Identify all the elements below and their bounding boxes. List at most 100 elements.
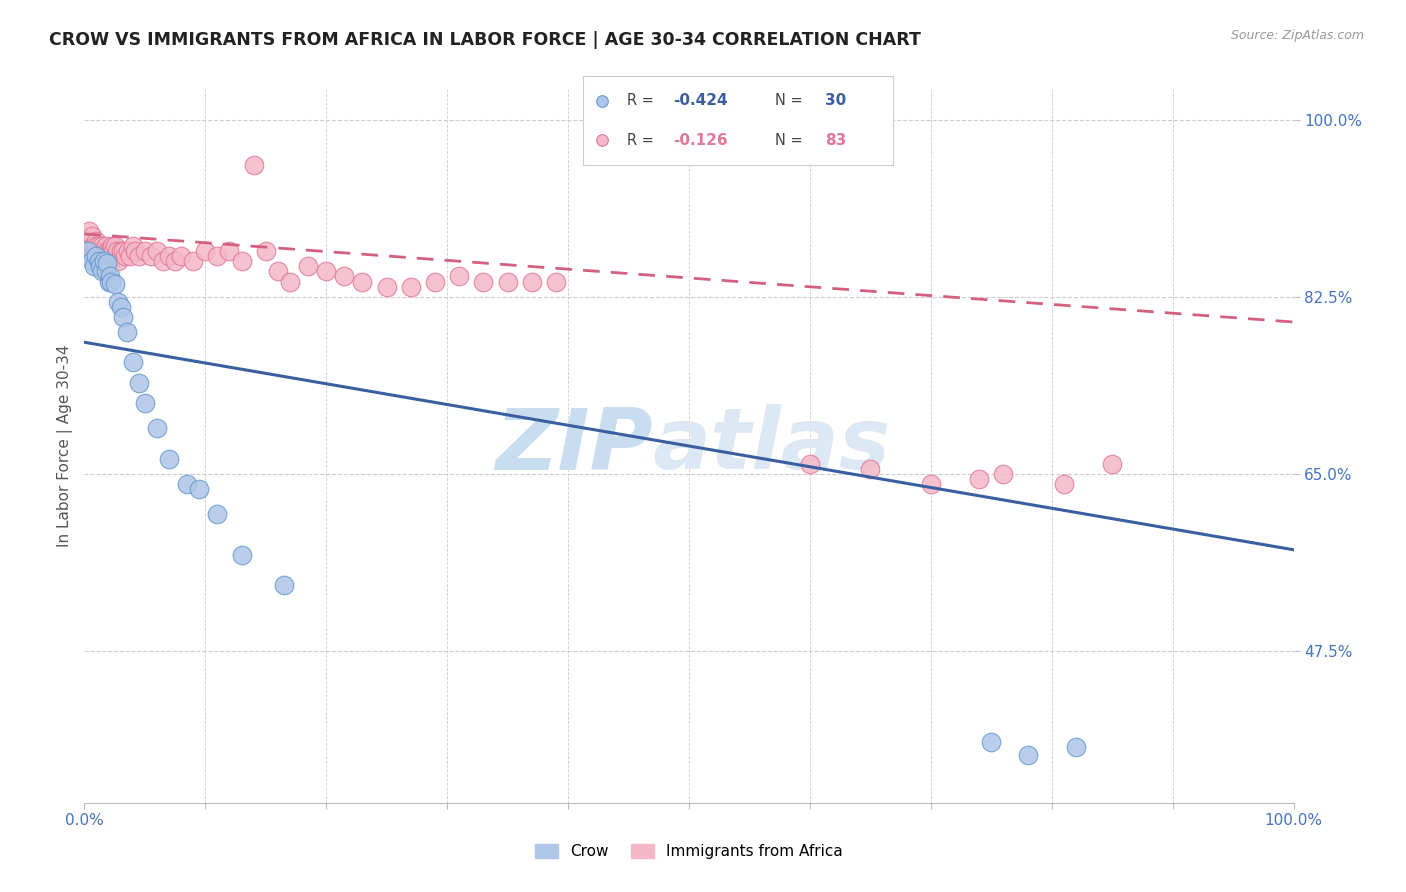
Point (76, 234, 98, 248)
Point (124, 244, 146, 259)
Point (91, 264, 114, 278)
Text: R =: R = (627, 133, 658, 147)
Point (87, 254, 110, 268)
Point (97, 249, 120, 263)
Point (267, 264, 290, 278)
Point (181, 254, 204, 268)
Point (207, 508, 229, 522)
Point (297, 260, 319, 274)
Point (799, 457, 821, 471)
Point (496, 275, 519, 289)
Point (86, 249, 108, 263)
Point (146, 244, 169, 259)
Point (859, 462, 882, 476)
Point (920, 477, 942, 491)
Point (91, 244, 114, 259)
Point (591, 94, 613, 108)
Point (134, 244, 156, 259)
Point (80, 244, 103, 259)
Point (128, 249, 150, 263)
Point (242, 158, 264, 172)
Point (1064, 740, 1087, 755)
Point (146, 421, 169, 435)
Point (1053, 477, 1076, 491)
Point (90, 249, 112, 263)
Point (375, 279, 398, 293)
Point (134, 396, 156, 410)
Text: Source: ZipAtlas.com: Source: ZipAtlas.com (1230, 29, 1364, 42)
Point (472, 275, 495, 289)
Point (86, 234, 108, 248)
Point (121, 355, 143, 369)
Point (315, 264, 337, 278)
Point (1101, 457, 1123, 471)
Text: 83: 83 (825, 133, 846, 147)
Point (100, 254, 122, 268)
Point (103, 244, 125, 259)
Point (980, 735, 1002, 749)
Text: N =: N = (775, 94, 807, 108)
Point (207, 249, 229, 263)
Point (84, 244, 107, 259)
Point (86, 244, 108, 259)
Point (157, 249, 180, 263)
Legend: Crow, Immigrants from Africa: Crow, Immigrants from Africa (534, 845, 844, 859)
Point (110, 244, 132, 259)
Point (218, 244, 240, 259)
Point (170, 249, 193, 263)
Point (96, 256, 118, 270)
Point (423, 275, 446, 289)
Point (152, 254, 174, 268)
Point (96, 244, 118, 259)
Point (104, 277, 127, 291)
Point (79, 234, 101, 248)
Point (89, 244, 111, 259)
Point (91, 239, 114, 253)
Point (105, 244, 128, 259)
Point (83, 260, 105, 274)
Point (278, 275, 301, 289)
Point (231, 548, 253, 562)
Point (97, 275, 120, 289)
Point (77, 239, 100, 253)
Point (94, 254, 117, 268)
Point (80, 229, 103, 244)
Point (188, 482, 211, 496)
Point (89, 260, 111, 274)
Point (97, 244, 120, 259)
Point (112, 244, 135, 259)
Point (121, 239, 143, 253)
Point (107, 254, 129, 268)
Point (89, 254, 111, 268)
Point (194, 244, 217, 259)
Point (115, 325, 138, 339)
Point (104, 239, 127, 253)
Point (333, 269, 356, 284)
Text: N =: N = (775, 133, 807, 147)
Point (82, 239, 104, 253)
Point (128, 376, 150, 390)
Point (94, 239, 117, 253)
Point (352, 275, 374, 289)
Point (93, 249, 115, 263)
Point (86, 239, 108, 253)
Point (98, 244, 121, 259)
Point (100, 275, 122, 289)
Point (254, 244, 277, 259)
Point (273, 578, 295, 592)
Point (114, 249, 136, 263)
Y-axis label: In Labor Force | Age 30-34: In Labor Force | Age 30-34 (58, 344, 73, 548)
Point (544, 275, 567, 289)
Point (139, 249, 162, 263)
Point (98, 269, 121, 284)
Point (117, 244, 139, 259)
Point (93, 254, 115, 268)
Point (231, 254, 253, 268)
Point (110, 300, 132, 314)
Point (77, 244, 100, 259)
Point (82, 244, 104, 259)
Point (83, 239, 105, 253)
Point (87, 249, 110, 263)
Point (157, 451, 180, 466)
Point (83, 244, 105, 259)
